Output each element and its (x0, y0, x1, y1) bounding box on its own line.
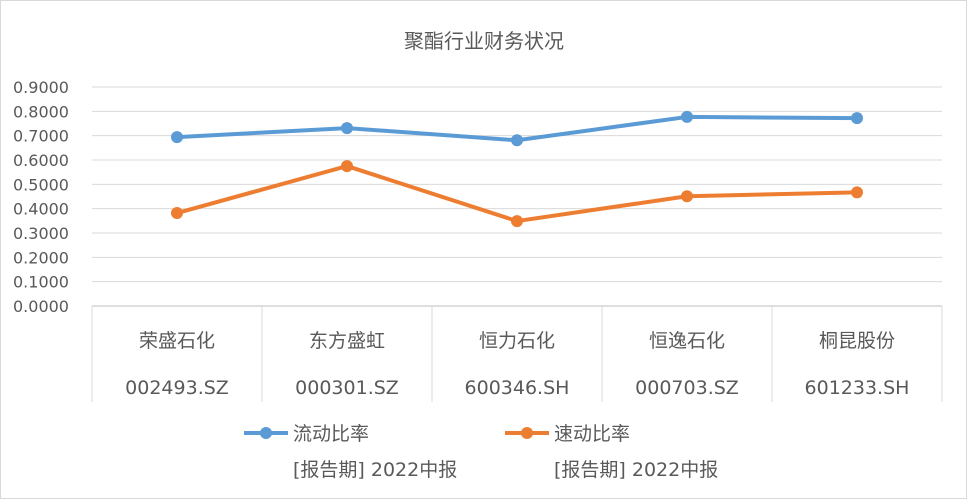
legend-series-name: 流动比率 (293, 423, 369, 445)
y-tick-label: 0.3000 (13, 224, 69, 243)
series-2 (171, 160, 863, 228)
data-point (171, 131, 183, 144)
data-point (511, 215, 523, 228)
data-point (511, 134, 523, 147)
data-point (851, 112, 863, 125)
x-category-name: 荣盛石化 (139, 330, 215, 352)
x-category-code: 002493.SZ (125, 377, 229, 399)
x-category-code: 000703.SZ (635, 377, 739, 399)
data-point (851, 186, 863, 199)
legend-swatch-marker (260, 427, 272, 439)
y-tick-label: 0.7000 (13, 127, 69, 146)
y-tick-label: 0.1000 (13, 273, 69, 292)
chart-title: 聚酯行业财务状况 (404, 29, 564, 53)
legend-series-name: 速动比率 (554, 423, 630, 445)
x-axis: 荣盛石化 002493.SZ 东方盛虹 000301.SZ 恒力石化 600346.SH 恒… (91, 306, 943, 402)
legend-item-1: 流动比率 [报告期] 2022中报 (244, 423, 457, 481)
x-category-code: 601233.SH (805, 377, 910, 399)
series-1 (171, 110, 863, 147)
x-category-code: 600346.SH (465, 377, 570, 399)
x-category-name: 恒力石化 (479, 330, 555, 352)
legend-series-period: [报告期] 2022中报 (293, 459, 457, 481)
data-point (341, 160, 353, 173)
y-tick-label: 0.9000 (13, 78, 69, 97)
data-point (681, 110, 693, 123)
y-axis: 0.0000 0.1000 0.2000 0.3000 0.4000 0.5000 0.60… (13, 78, 69, 316)
x-category-name: 恒逸石化 (649, 330, 725, 352)
y-tick-label: 0.8000 (13, 102, 69, 121)
data-point (681, 190, 693, 203)
x-category-code: 000301.SZ (295, 377, 399, 399)
y-tick-label: 0.2000 (13, 248, 69, 267)
y-tick-label: 0.4000 (13, 200, 69, 219)
gridlines (92, 86, 942, 307)
y-tick-label: 0.0000 (13, 297, 69, 316)
x-category-name: 东方盛虹 (309, 330, 385, 352)
series-line (175, 164, 859, 224)
x-category-name: 桐昆股份 (819, 330, 895, 352)
legend-item-2: 速动比率 [报告期] 2022中报 (505, 423, 718, 481)
y-tick-label: 0.6000 (13, 151, 69, 170)
legend-series-period: [报告期] 2022中报 (554, 459, 718, 481)
series-group (171, 110, 863, 228)
data-point (171, 207, 183, 220)
legend-swatch-marker (521, 427, 533, 439)
data-point (341, 122, 353, 135)
y-tick-label: 0.5000 (13, 175, 69, 194)
